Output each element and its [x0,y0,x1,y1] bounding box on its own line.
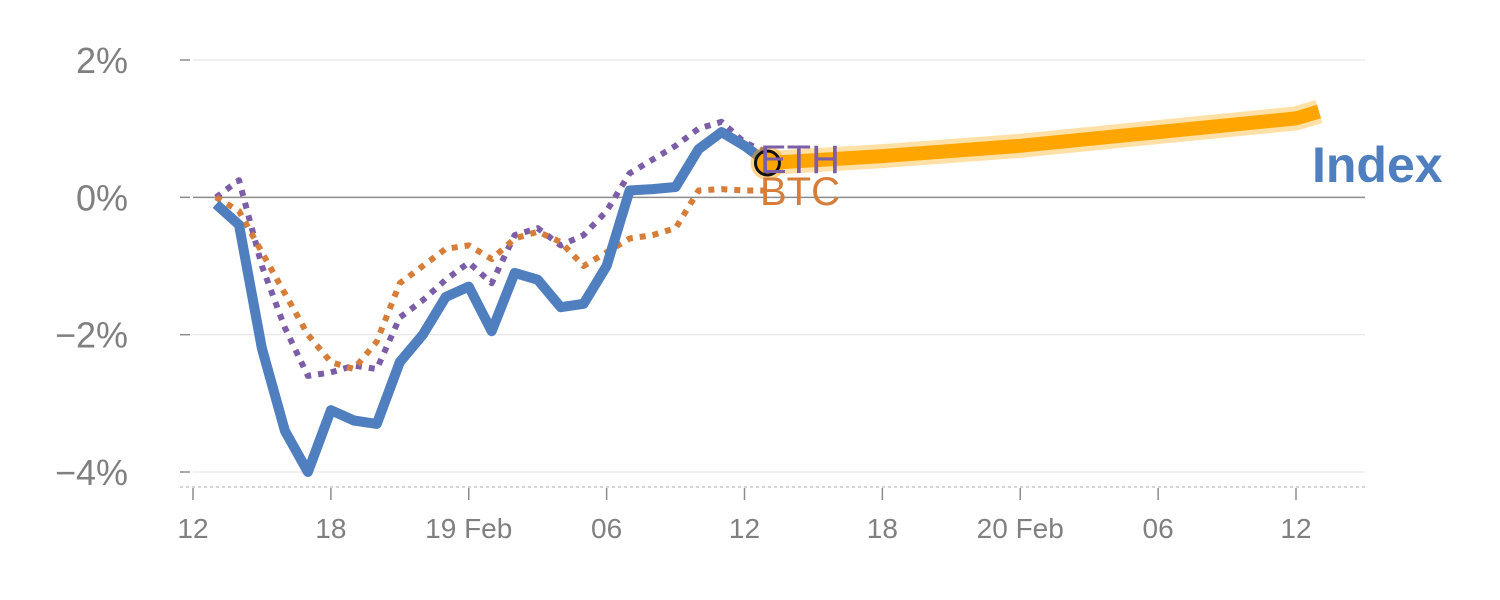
x-tick-label: 19 Feb [425,513,512,544]
btc-series-label: BTC [760,170,840,214]
x-tick-label: 06 [591,513,622,544]
x-tick-label: 20 Feb [977,513,1064,544]
x-tick-label: 12 [177,513,208,544]
index-series-label: Index [1312,137,1443,193]
x-tick-label: 06 [1143,513,1174,544]
eth-series-label: ETH [760,138,840,182]
y-tick-label: −4% [55,452,128,493]
x-tick-label: 18 [867,513,898,544]
y-tick-label: 2% [76,40,128,81]
series-lines [212,100,1323,477]
index-line [212,127,771,477]
y-tick-label: 0% [76,177,128,218]
projection-line [767,104,1322,170]
y-axis: 2% 0% −2% −4% [55,40,190,493]
grid-lines [193,59,1365,473]
current-point-marker [750,146,785,180]
x-tick-label: 12 [729,513,760,544]
y-tick-label: −2% [55,315,128,356]
eth-line [214,118,769,379]
btc-line [214,186,768,372]
x-tick-label: 18 [315,513,346,544]
x-tick-label: 12 [1280,513,1311,544]
marker-dot [753,149,781,177]
x-axis: 12 18 19 Feb 06 12 18 20 Feb 06 12 [177,486,1365,544]
